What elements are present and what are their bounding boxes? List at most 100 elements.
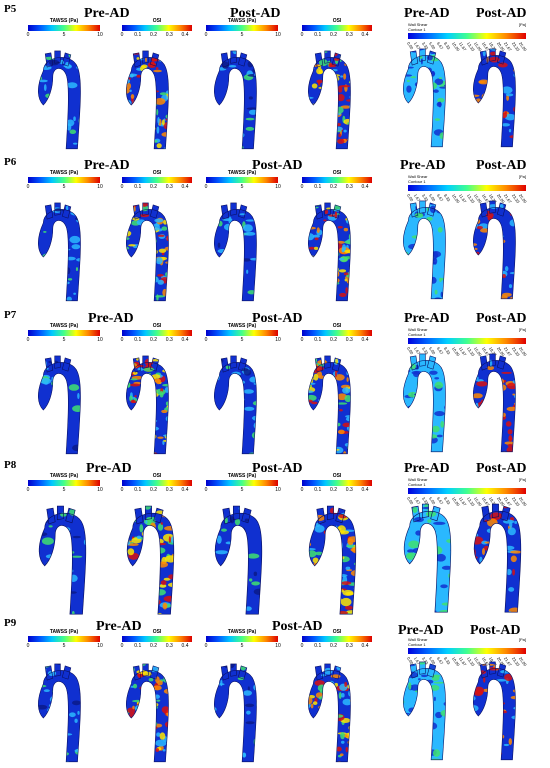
tawss-colorbar-title: TAWSS (Pa) [49,170,79,176]
post-osi-vessel [308,355,351,455]
wall-shear-title-line1: Wall Shear [408,477,428,482]
osi-tick-label: 0 [300,337,304,343]
post-osi-vessel [308,663,351,763]
pre-wss-vessel [403,661,446,761]
pre-ad-heading: Pre-AD [84,158,130,173]
osi-tick-label: 0.4 [181,337,189,343]
tawss-colorbar: TAWSS (Pa) 0 5 10 [204,170,281,200]
osi-tick-label: 0.3 [345,184,353,190]
wall-shear-title-line2: Contour 1 [408,27,426,32]
wall-shear-title: Wall Shear Contour 1 [408,174,448,184]
osi-colorbar-title: OSI [152,323,162,329]
osi-ticks: 0 0.1 0.2 0.3 0.4 [301,487,372,495]
tawss-colorbar-title: TAWSS (Pa) [49,473,79,479]
osi-ticks: 0 0.1 0.2 0.3 0.4 [300,643,372,651]
osi-colorbar: OSI 0 0.1 0.2 0.3 0.4 [120,170,192,200]
patient-label: P5 [4,3,17,15]
wss-post-ad-heading: Post-AD [470,623,521,638]
osi-gradient [302,25,372,31]
tawss-gradient [28,177,100,183]
pre-tawss-vessel [38,50,81,150]
pre-ad-heading: Pre-AD [96,619,142,634]
wall-shear-unit: [Pa] [518,327,526,332]
tawss-tick-label: 0 [204,487,208,493]
osi-tick-label: 0.4 [361,643,369,649]
osi-colorbar: OSI 0 0.1 0.2 0.3 0.4 [120,629,192,659]
osi-tick-label: 0 [120,643,124,649]
tawss-colorbar-title: TAWSS (Pa) [227,18,257,24]
wall-shear-gradient [408,338,526,344]
patient-label: P9 [4,617,17,629]
wall-shear-colorbar: Wall Shear Contour 1 [Pa] 0.00 1.67 3.33 5.00 6… [406,22,528,64]
tawss-ticks: 0 5 10 [27,643,103,651]
osi-tick-label: 0 [120,487,124,493]
tawss-tick-label: 5 [62,643,66,649]
tawss-tick-label: 0 [204,337,208,343]
tawss-colorbar-title: TAWSS (Pa) [49,629,79,635]
tawss-colorbar: TAWSS (Pa) 0 5 10 [27,170,103,200]
osi-tick-label: 0.1 [314,32,322,38]
wall-shear-unit: [Pa] [518,477,526,482]
post-ad-heading: Post-AD [272,619,323,634]
osi-tick-label: 0 [120,184,124,190]
pre-wss-vessel [403,503,452,613]
tawss-colorbar-title: TAWSS (Pa) [227,629,257,635]
tawss-tick-label: 0 [204,184,208,190]
tawss-tick-label: 10 [97,487,103,493]
tawss-colorbar-title: TAWSS (Pa) [227,473,257,479]
osi-tick-label: 0.1 [314,643,322,649]
tawss-ticks: 0 5 10 [205,32,281,40]
wall-shear-unit: [Pa] [518,637,526,642]
tawss-tick-label: 0 [204,643,208,649]
tawss-gradient [28,25,100,31]
wall-shear-title-line2: Contour 1 [408,332,426,337]
osi-gradient [122,177,192,183]
osi-colorbar-title: OSI [332,18,342,24]
post-osi-vessel [308,202,351,302]
pre-ad-heading: Pre-AD [84,6,130,21]
tawss-tick-label: 10 [275,643,281,649]
tawss-tick-label: 5 [240,32,244,38]
osi-tick-label: 0.3 [165,487,173,493]
osi-colorbar-title: OSI [152,170,162,176]
post-tawss-vessel [214,202,257,302]
tawss-colorbar-title: TAWSS (Pa) [227,170,257,176]
pre-tawss-vessel [38,355,81,455]
wall-shear-title-line2: Contour 1 [408,642,426,647]
wall-shear-gradient [408,185,526,191]
osi-colorbar-title: OSI [152,473,162,479]
pre-wss-vessel [403,200,446,300]
tawss-gradient [206,330,278,336]
osi-tick-label: 0 [300,643,304,649]
patient-row: P6 Pre-AD Post-AD Pre-AD Post-AD TAWSS (Pa) 0 5… [0,152,550,302]
patient-label: P7 [4,309,17,321]
osi-tick-label: 0.3 [345,487,353,493]
osi-tick-label: 0 [120,32,124,38]
pre-osi-vessel [126,50,169,150]
osi-colorbar: OSI 0 0.1 0.2 0.3 0.4 [300,629,372,659]
osi-tick-label: 0.2 [150,184,157,190]
osi-colorbar: OSI 0 0.1 0.2 0.3 0.4 [301,473,372,503]
tawss-colorbar: TAWSS (Pa) 0 5 10 [204,629,281,659]
osi-tick-label: 0 [300,184,304,190]
tawss-ticks: 0 5 10 [27,337,103,345]
wall-shear-gradient [408,488,526,494]
tawss-tick-label: 5 [62,184,66,190]
osi-ticks: 0 0.1 0.2 0.3 0.4 [300,337,372,345]
tawss-tick-label: 10 [97,32,103,38]
osi-colorbar-title: OSI [152,18,162,24]
pre-wss-vessel [403,353,446,453]
tawss-ticks: 0 5 10 [27,184,103,192]
osi-tick-label: 0.2 [150,337,157,343]
osi-tick-label: 0.3 [345,643,353,649]
wss-pre-ad-heading: Pre-AD [404,311,450,326]
osi-gradient [302,177,372,183]
post-osi-vessel [308,50,351,150]
wall-shear-title: Wall Shear Contour 1 [408,477,448,487]
patient-label: P8 [4,459,17,471]
wall-shear-title-line1: Wall Shear [408,174,428,179]
tawss-ticks: 0 5 10 [204,643,281,651]
tawss-colorbar: TAWSS (Pa) 0 5 10 [27,323,103,353]
wall-shear-colorbar: Wall Shear Contour 1 [Pa] 0.00 1.67 3.33 5.00 6… [406,174,528,216]
wss-pre-ad-heading: Pre-AD [400,158,446,173]
